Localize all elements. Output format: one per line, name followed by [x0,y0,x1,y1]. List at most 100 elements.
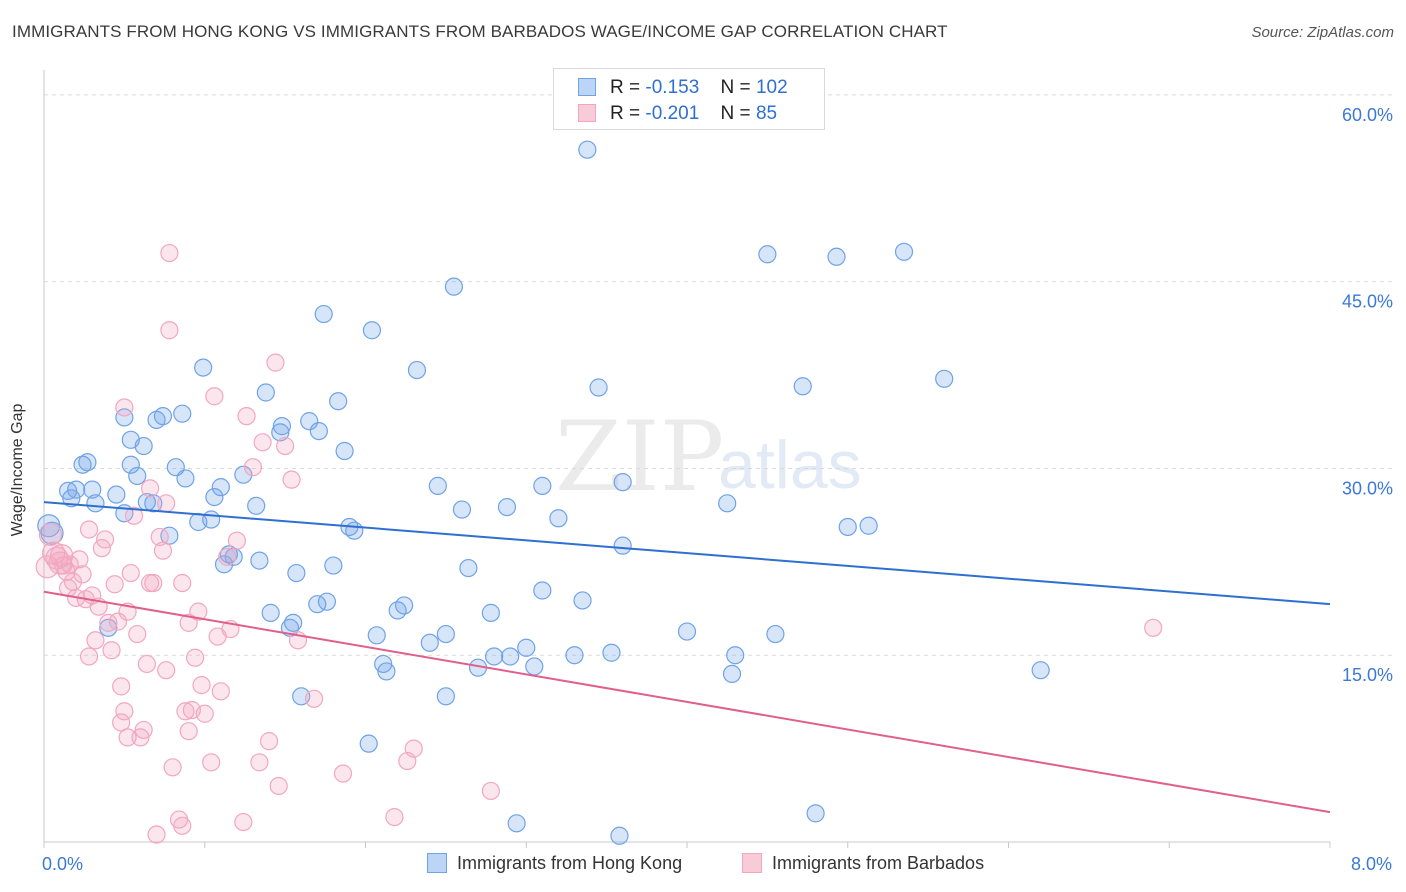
point-hong-kong [407,360,427,380]
point-hong-kong [602,643,621,662]
point-barbados [192,676,211,695]
point-barbados [70,550,89,569]
point-hong-kong [497,497,517,517]
legend-item-barbados[interactable]: Immigrants from Barbados [742,853,984,874]
stats-legend: R = -0.153 N = 102 R = -0.201 N = 85 [553,68,825,130]
point-barbados [108,612,128,631]
point-hong-kong [481,603,500,622]
point-hong-kong [517,638,536,657]
point-hong-kong [99,618,118,637]
point-hong-kong [128,466,147,486]
legend-swatch-hong-kong [427,853,447,873]
point-hong-kong [144,494,163,513]
point-hong-kong [549,509,568,528]
point-hong-kong [613,473,632,492]
legend-swatch-barbados [742,853,762,873]
stats-legend-row-barbados: R = -0.201 N = 85 [578,103,777,125]
point-hong-kong [578,140,597,159]
point-barbados [385,807,404,827]
n-value: 102 [755,77,788,98]
point-barbados [182,700,201,720]
point-barbados [112,677,131,696]
point-hong-kong [367,626,386,645]
point-hong-kong [78,453,97,472]
point-hong-kong [173,404,192,423]
point-barbados [60,555,79,574]
watermark-zip: ZIP [555,401,724,513]
point-hong-kong [613,536,632,555]
point-hong-kong [565,646,584,665]
x-tick-label: 8.0% [1351,854,1392,874]
point-hong-kong [610,826,629,845]
r-value: -0.201 [645,103,700,124]
point-barbados [266,353,285,372]
point-hong-kong [284,613,303,632]
point-hong-kong [205,487,224,507]
point-barbados [95,530,115,549]
axes [43,70,1331,848]
legend-item-hong-kong[interactable]: Immigrants from Hong Kong [427,853,682,874]
n-label: N = [720,77,751,98]
point-barbados [211,682,230,701]
point-hong-kong [726,646,745,665]
point-hong-kong [272,417,292,436]
y-tick-label: 45.0% [1342,292,1393,312]
point-hong-kong [420,633,439,652]
y-tick-label: 15.0% [1342,665,1393,685]
point-hong-kong [287,563,306,583]
point-hong-kong [335,441,354,461]
point-barbados [112,713,131,732]
point-hong-kong [250,551,269,570]
chart-title: IMMIGRANTS FROM HONG KONG VS IMMIGRANTS … [12,22,948,41]
point-barbados [160,243,179,263]
trend-line-barbados [43,590,1331,814]
point-barbados [1144,618,1163,637]
point-barbados [140,479,160,498]
point-barbados [153,541,173,560]
point-barbados [176,702,195,721]
point-hong-kong [1031,661,1050,680]
point-hong-kong [300,412,319,431]
point-barbados [86,631,105,650]
watermark: ZIP atlas [555,401,862,513]
point-barbados [99,613,118,632]
gridlines [44,94,1395,656]
legend-label-hong-kong: Immigrants from Hong Kong [457,853,683,873]
point-barbados [157,661,176,680]
point-hong-kong [107,485,126,504]
point-hong-kong [507,814,526,833]
point-barbados [253,433,272,452]
point-hong-kong [309,421,328,441]
point-hong-kong [501,647,520,666]
point-hong-kong [525,657,544,676]
point-barbados [269,776,288,796]
point-hong-kong [758,245,777,264]
point-barbados [237,407,256,426]
point-hong-kong [317,592,337,611]
point-barbados [227,531,246,550]
y-tick-label: 30.0% [1342,478,1393,498]
point-barbados [202,753,221,772]
point-barbados [218,547,237,566]
point-barbados [118,728,137,747]
point-hong-kong [793,377,812,396]
point-hong-kong [436,624,455,644]
point-barbados [144,573,163,593]
point-barbados [276,436,295,456]
r-label: R = [610,103,641,124]
point-barbados [333,764,353,783]
point-hong-kong [722,664,742,684]
point-hong-kong [894,242,914,261]
trend-line-hong-kong [43,501,1331,606]
point-barbados [404,739,423,758]
point-hong-kong [589,378,608,397]
point-hong-kong [314,304,333,324]
x-tick-label: 0.0% [42,854,83,874]
point-hong-kong [329,392,348,411]
point-barbados [179,722,198,741]
point-hong-kong [359,734,378,753]
point-barbados [128,624,147,644]
point-barbados [134,720,153,740]
point-hong-kong [261,603,280,622]
point-hong-kong [67,480,86,499]
